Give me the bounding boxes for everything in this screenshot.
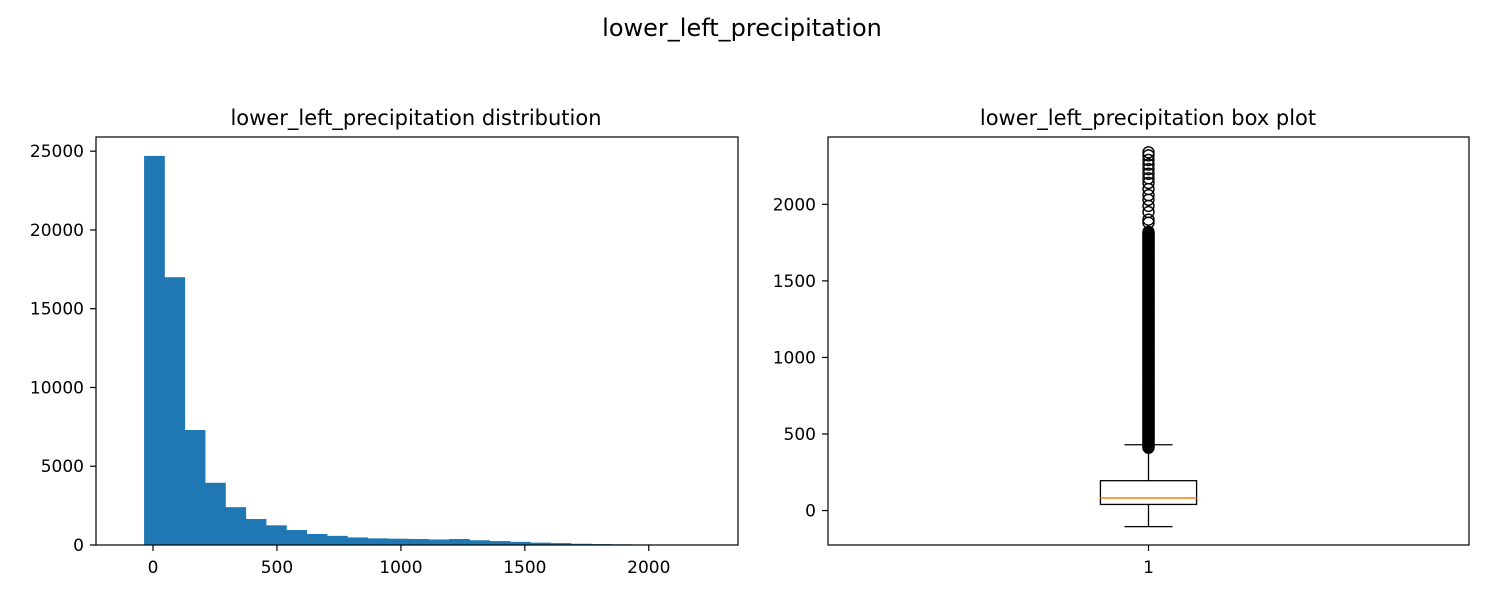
histogram-bars <box>144 156 714 545</box>
histogram-bar <box>449 539 470 545</box>
histogram-bar <box>368 538 389 545</box>
histogram-bar <box>144 156 165 545</box>
boxplot-outliers <box>1143 147 1154 453</box>
histogram-bar <box>246 519 267 545</box>
y-tick-label: 1000 <box>773 348 816 368</box>
histogram-bar <box>266 525 287 545</box>
y-tick-label: 500 <box>784 425 816 445</box>
histogram-bar <box>429 539 450 545</box>
boxplot-x-ticks: 1 <box>1143 545 1154 578</box>
histogram-bar <box>185 430 206 545</box>
x-tick-label: 2000 <box>627 558 670 578</box>
x-tick-label: 1000 <box>379 558 422 578</box>
y-tick-label: 5000 <box>41 457 84 477</box>
x-tick-label: 0 <box>148 558 159 578</box>
histogram-bar <box>388 539 409 545</box>
histogram-bar <box>327 536 348 545</box>
y-tick-label: 2000 <box>773 195 816 215</box>
x-tick-label: 1500 <box>503 558 546 578</box>
boxplot-axes: lower_left_precipitation box plot 1 0 500… <box>773 106 1469 578</box>
y-tick-label: 0 <box>73 536 84 556</box>
histogram-bar <box>347 537 368 545</box>
y-tick-label: 1500 <box>773 272 816 292</box>
histogram-bar <box>164 277 185 545</box>
histogram-bar <box>307 534 328 545</box>
y-tick-label: 15000 <box>30 300 84 320</box>
y-tick-label: 25000 <box>30 142 84 162</box>
boxplot-title: lower_left_precipitation box plot <box>980 106 1316 131</box>
y-tick-label: 0 <box>805 502 816 522</box>
histogram-y-ticks: 0 5000 10000 15000 20000 25000 <box>30 142 96 556</box>
boxplot-y-ticks: 0 500 1000 1500 2000 <box>773 195 828 521</box>
histogram-title: lower_left_precipitation distribution <box>230 106 601 131</box>
y-tick-label: 10000 <box>30 378 84 398</box>
histogram-bar <box>225 507 246 545</box>
x-tick-label: 1 <box>1143 558 1154 578</box>
histogram-bar <box>286 530 307 545</box>
x-tick-label: 500 <box>261 558 293 578</box>
histogram-bar <box>408 539 429 545</box>
histogram-axes: lower_left_precipitation distribution 0 5… <box>30 106 738 578</box>
box-iqr <box>1100 481 1196 505</box>
histogram-bar <box>469 540 490 545</box>
boxplot-elements <box>1100 147 1196 527</box>
y-tick-label: 20000 <box>30 221 84 241</box>
histogram-x-ticks: 0 500 1000 1500 2000 <box>148 545 671 578</box>
figure-suptitle: lower_left_precipitation <box>602 14 882 42</box>
histogram-bar <box>205 483 226 545</box>
